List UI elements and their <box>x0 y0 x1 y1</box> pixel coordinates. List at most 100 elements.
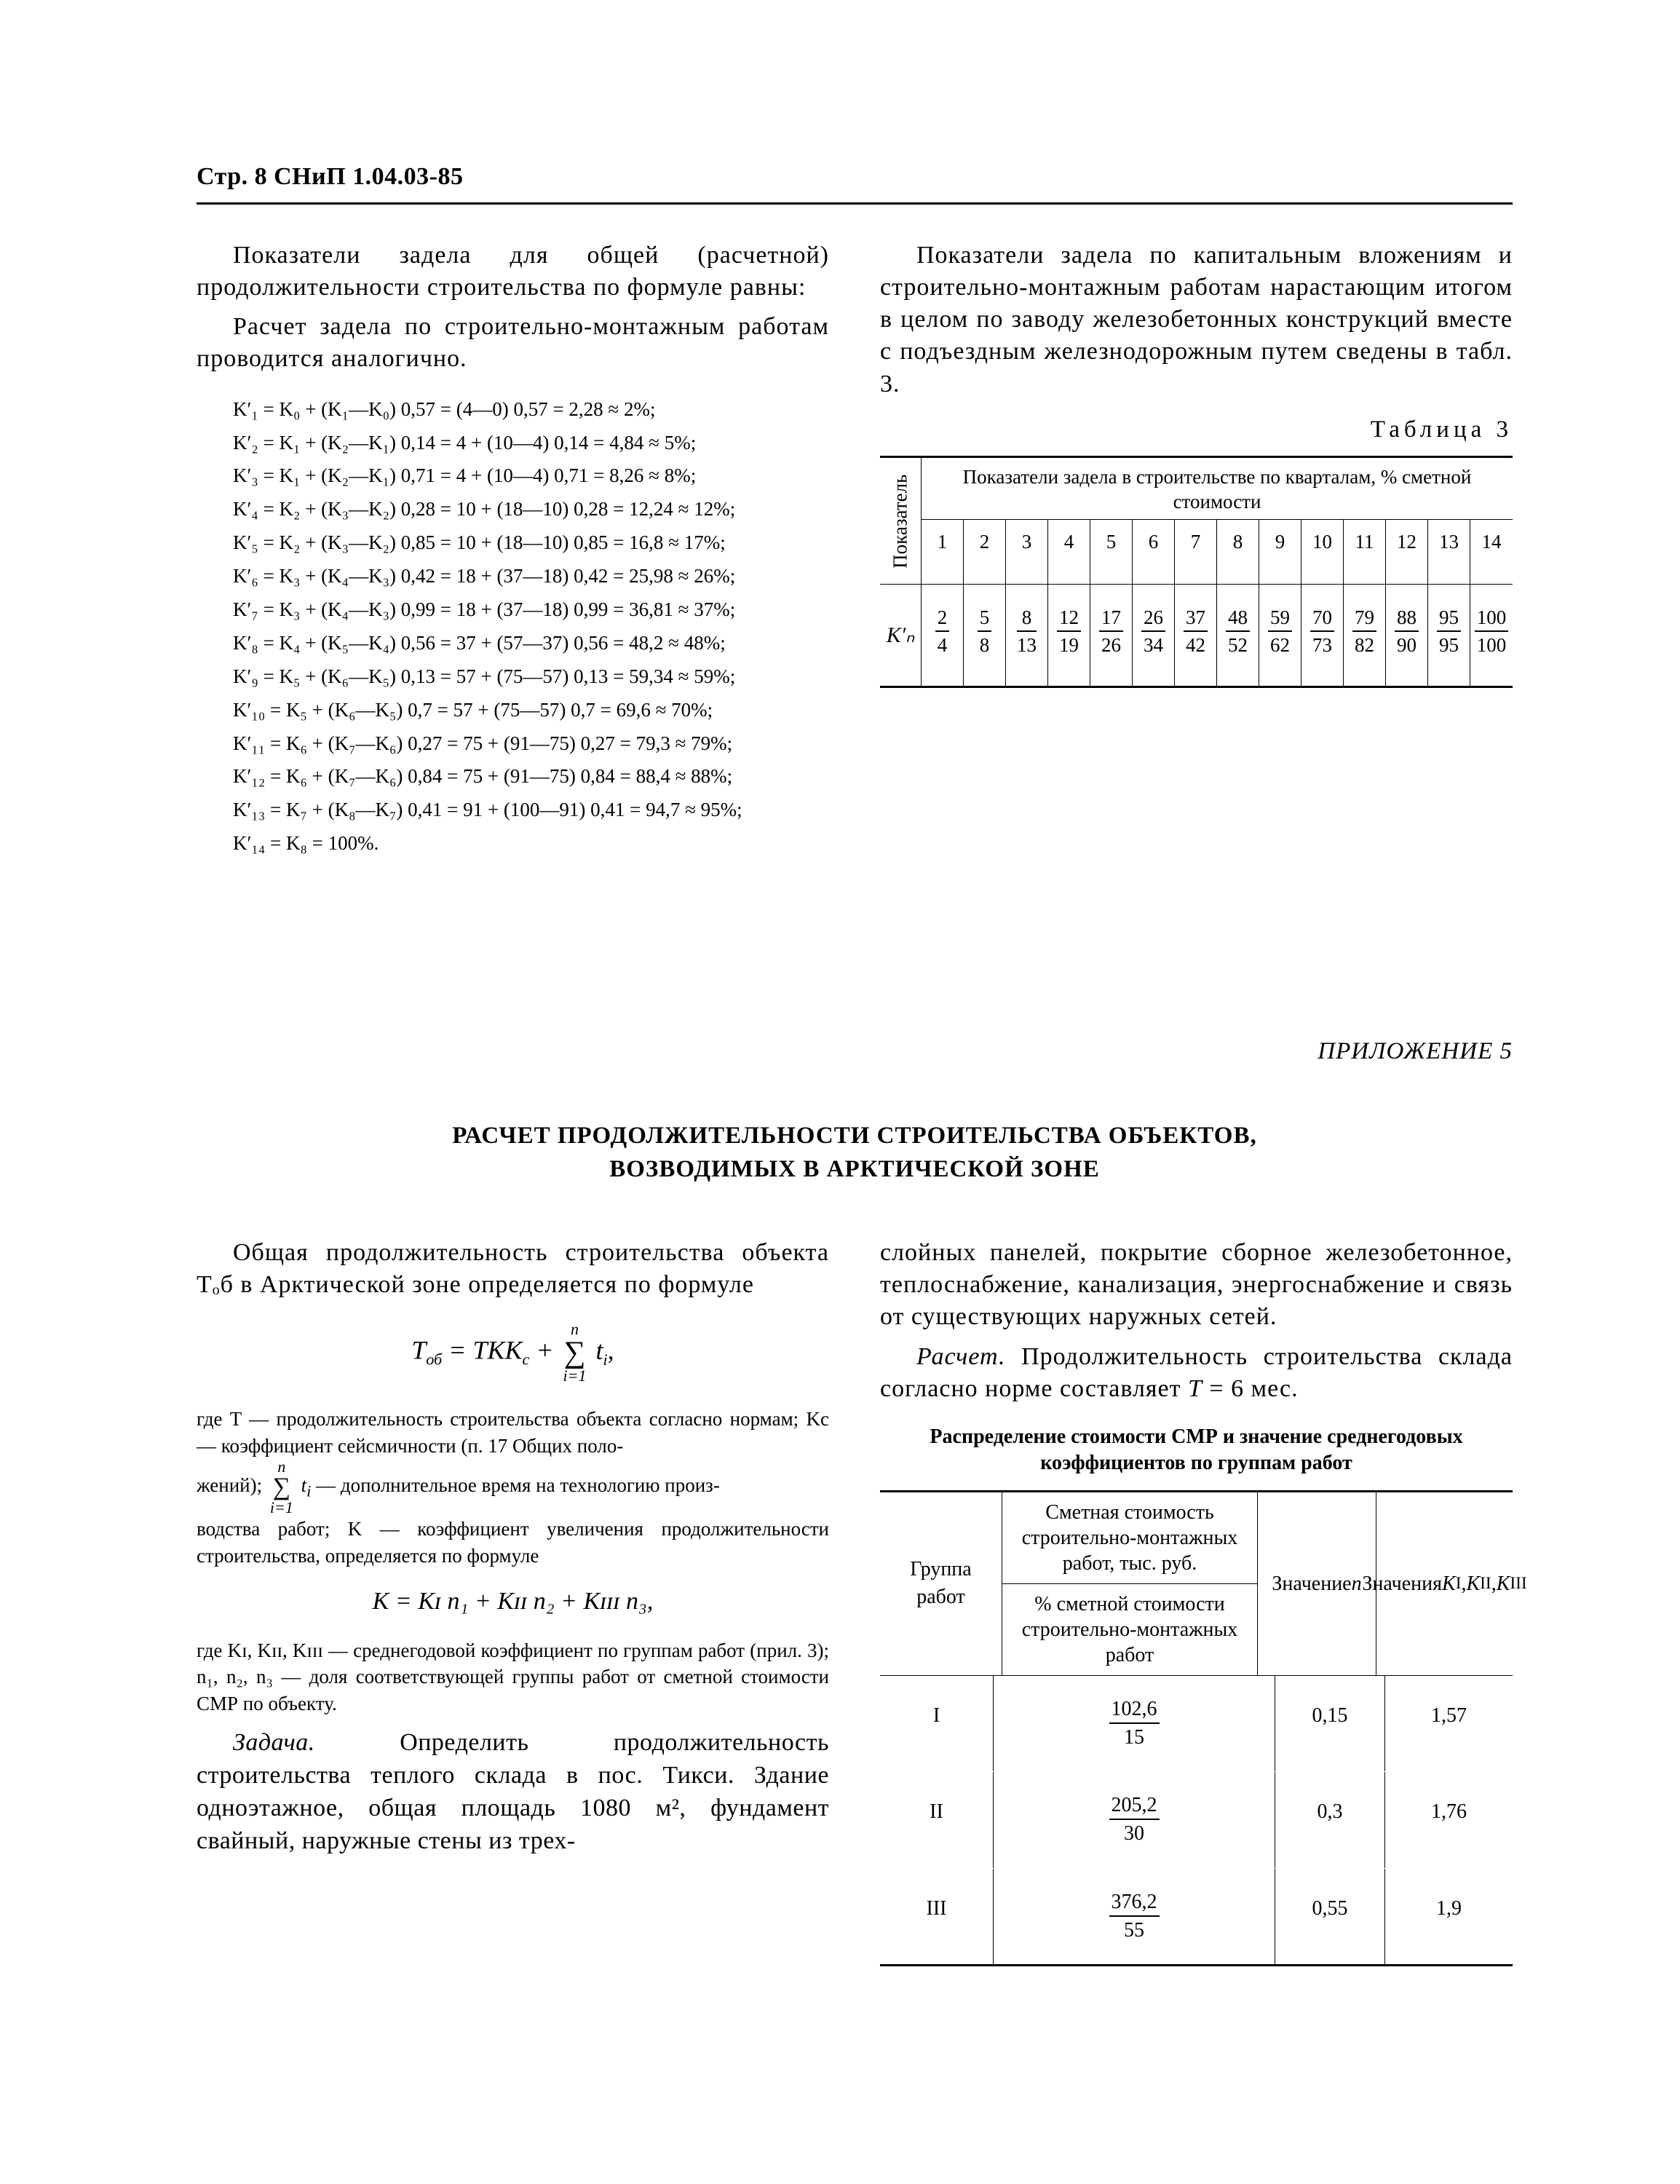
table3-col-numbers: 1 2 3 4 5 6 7 8 9 10 11 12 13 14 <box>922 520 1513 584</box>
appendix-label: ПРИЛОЖЕНИЕ 5 <box>197 1035 1513 1068</box>
appendix-title-line1: РАСЧЕТ ПРОДОЛЖИТЕЛЬНОСТИ СТРОИТЕЛЬСТВА О… <box>452 1123 1256 1149</box>
table3-cell: 8890 <box>1386 585 1428 686</box>
appendix-left-p1: Общая продолжительность строительства об… <box>197 1237 829 1301</box>
table3-col: 8 <box>1217 520 1259 584</box>
left-para-1: Показатели задела для общей (расчетной) … <box>197 240 829 304</box>
table4-cost: 205,230 <box>994 1772 1275 1867</box>
table3-col: 11 <box>1344 520 1386 584</box>
calc-line: K′₂ = K₁ + (K₂—K₁) 0,14 = 4 + (10—4) 0,1… <box>233 427 829 460</box>
table3-col: 4 <box>1048 520 1090 584</box>
table4-group: III <box>880 1869 994 1964</box>
table4-title: Распределение стоимости СМР и значение с… <box>880 1424 1513 1477</box>
table4-head: Группа работ Сметная стоимость строитель… <box>880 1492 1513 1676</box>
table4-h4: ЗначенияKI , KII ,KIII <box>1376 1492 1513 1675</box>
calc-line: K′₁₃ = K₇ + (K₈—K₇) 0,41 = 91 + (100—91)… <box>233 794 829 827</box>
table4-cost: 102,615 <box>994 1676 1275 1771</box>
appendix-columns: Общая продолжительность строительства об… <box>197 1237 1513 1966</box>
table4-body: I102,6150,151,57II205,2300,31,76III376,2… <box>880 1676 1513 1966</box>
table4-k: 1,57 <box>1385 1676 1513 1771</box>
calc-line: K′₆ = K₃ + (K₄—K₃) 0,42 = 18 + (37—18) 0… <box>233 560 829 593</box>
left-para-2: Расчет задела по строительно-монтажным р… <box>197 311 829 375</box>
calc-line: K′₁₀ = K₅ + (K₆—K₅) 0,7 = 57 + (75—57) 0… <box>233 694 829 727</box>
top-columns: Показатели задела для общей (расчетной) … <box>197 240 1513 860</box>
table3-col: 2 <box>964 520 1006 584</box>
table4-row: I102,6150,151,57 <box>880 1676 1513 1772</box>
calc-line: K′₉ = K₅ + (K₆—K₅) 0,13 = 57 + (75—57) 0… <box>233 660 829 694</box>
appendix-note1b: жений); <box>197 1474 262 1496</box>
table3-body-cols: 2458813121917262634374248525962707379828… <box>922 585 1513 686</box>
calc-word: Расчет. <box>916 1343 1005 1370</box>
table3-cell: 7073 <box>1301 585 1344 686</box>
table4-cost: 376,255 <box>994 1869 1275 1964</box>
table3-cell: 1219 <box>1048 585 1090 686</box>
table3-cell: 58 <box>964 585 1006 686</box>
appendix-left: Общая продолжительность строительства об… <box>197 1237 829 1966</box>
calc-line: K′₁₁ = K₆ + (K₇—K₆) 0,27 = 75 + (91—75) … <box>233 727 829 761</box>
appendix-note1c: — дополнительное время на технологию про… <box>316 1474 720 1496</box>
table3-cell: 1726 <box>1090 585 1133 686</box>
table3-pok-header: Показатель <box>880 458 922 584</box>
right-para-1: Показатели задела по капитальным вложени… <box>880 240 1513 400</box>
sigma-icon: n ∑ i=1 <box>270 1459 293 1516</box>
left-column: Показатели задела для общей (расчетной) … <box>197 240 829 860</box>
table3-cell: 24 <box>922 585 964 686</box>
appendix-note1: где T — продолжительность строительства … <box>197 1406 829 1569</box>
table4-h1: Группа работ <box>880 1492 1002 1675</box>
formula-tob: Tоб = TKKс + n ∑ i=1 ti, <box>197 1321 829 1384</box>
table3-col: 6 <box>1133 520 1175 584</box>
table4-group: I <box>880 1676 994 1771</box>
calc-line: K′₅ = K₂ + (K₃—K₂) 0,85 = 10 + (18—10) 0… <box>233 526 829 560</box>
calc-line: K′₇ = K₃ + (K₄—K₃) 0,99 = 18 + (37—18) 0… <box>233 593 829 627</box>
table3-col: 9 <box>1259 520 1301 584</box>
table3-pok-label: Показатель <box>887 474 914 568</box>
table4-h3: Значениеn <box>1258 1492 1376 1675</box>
table3-caption: Таблица 3 <box>880 414 1513 446</box>
right-column: Показатели задела по капитальным вложени… <box>880 240 1513 860</box>
table3-col: 7 <box>1175 520 1217 584</box>
table3-cell: 7982 <box>1344 585 1386 686</box>
appendix-title-line2: ВОЗВОДИМЫХ В АРКТИЧЕСКОЙ ЗОНЕ <box>609 1156 1100 1182</box>
table4-row: III376,2550,551,9 <box>880 1869 1513 1966</box>
calc-line: K′₁ = K₀ + (K₁—K₀) 0,57 = (4—0) 0,57 = 2… <box>233 393 829 427</box>
table3-header: Показатель Показатели задела в строитель… <box>880 458 1513 585</box>
appendix-note2: где Kɪ, Kɪɪ, Kɪɪɪ — среднегодовой коэффи… <box>197 1637 829 1717</box>
appendix-note1a: где T — продолжительность строительства … <box>197 1408 829 1456</box>
appendix-note1d: водства работ; K — коэффициент увеличени… <box>197 1518 829 1566</box>
table3-col: 3 <box>1006 520 1048 584</box>
table3-body: K′ₙ 245881312191726263437424852596270737… <box>880 585 1513 688</box>
table4-group: II <box>880 1772 994 1867</box>
calc-block: K′₁ = K₀ + (K₁—K₀) 0,57 = (4—0) 0,57 = 2… <box>233 393 829 860</box>
table3-cell: 5962 <box>1259 585 1301 686</box>
formula-k: K = Kɪ n₁ + Kɪɪ n₂ + Kɪɪɪ n₃, <box>197 1585 829 1618</box>
table3-cell: 100100 <box>1470 585 1513 686</box>
table4-n: 0,3 <box>1275 1772 1385 1867</box>
table4-k: 1,9 <box>1385 1869 1513 1964</box>
appendix-title: РАСЧЕТ ПРОДОЛЖИТЕЛЬНОСТИ СТРОИТЕЛЬСТВА О… <box>197 1119 1513 1186</box>
appendix-task: Задача. Определить продолжительность стр… <box>197 1727 829 1858</box>
table3-head-text: Показатели задела в строительстве по ква… <box>922 458 1513 520</box>
table3-col: 5 <box>1090 520 1133 584</box>
table4-n: 0,55 <box>1275 1869 1385 1964</box>
page-header: Стр. 8 СНиП 1.04.03-85 <box>197 160 1513 205</box>
table3-col: 1 <box>922 520 964 584</box>
table3-cell: 4852 <box>1217 585 1259 686</box>
appendix-right-p2: Расчет. Продолжительность строительства … <box>880 1341 1513 1405</box>
table4-k: 1,76 <box>1385 1772 1513 1867</box>
calc-line: K′₄ = K₂ + (K₃—K₂) 0,28 = 10 + (18—10) 0… <box>233 493 829 526</box>
appendix-right: слойных панелей, покрытие сборное железо… <box>880 1237 1513 1966</box>
table3-cell: 2634 <box>1133 585 1175 686</box>
table4-h2b: % сметной стоимости строительно-монтажны… <box>1002 1584 1257 1675</box>
table3-col: 14 <box>1470 520 1513 584</box>
table4-n: 0,15 <box>1275 1676 1385 1771</box>
table3-col: 12 <box>1386 520 1428 584</box>
table4: Группа работ Сметная стоимость строитель… <box>880 1490 1513 1966</box>
calc-line: K′₈ = K₄ + (K₅—K₄) 0,56 = 37 + (57—37) 0… <box>233 627 829 660</box>
calc-line: K′₁₄ = K₈ = 100%. <box>233 827 829 860</box>
table3-cell: 813 <box>1006 585 1048 686</box>
table3: Показатель Показатели задела в строитель… <box>880 456 1513 688</box>
calc-line: K′₃ = K₁ + (K₂—K₁) 0,71 = 4 + (10—4) 0,7… <box>233 459 829 493</box>
table4-h2a: Сметная стоимость строительно-монтажных … <box>1002 1492 1257 1584</box>
table3-row-label: K′ₙ <box>880 585 922 686</box>
sigma-icon: n ∑ i=1 <box>563 1321 587 1384</box>
table3-cell: 9595 <box>1428 585 1470 686</box>
